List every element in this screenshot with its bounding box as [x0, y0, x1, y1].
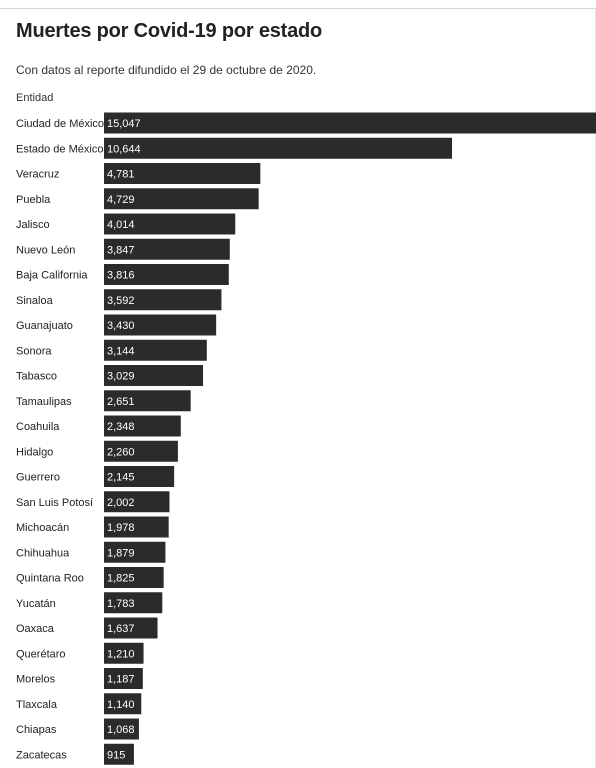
- value-label: 1,825: [107, 573, 135, 585]
- value-label: 1,783: [107, 598, 135, 610]
- value-label: 3,029: [107, 371, 135, 383]
- value-label: 1,187: [107, 674, 135, 686]
- value-label: 1,637: [107, 623, 135, 635]
- value-label: 4,729: [107, 194, 135, 206]
- value-label: 4,014: [107, 219, 135, 231]
- bar[interactable]: [104, 668, 143, 689]
- value-label: 3,430: [107, 320, 135, 332]
- category-label: Querétaro: [16, 648, 66, 660]
- value-label: 1,210: [107, 648, 135, 660]
- category-label: Sinaloa: [16, 295, 54, 307]
- category-label: Ciudad de México: [16, 118, 104, 130]
- bar[interactable]: [104, 743, 134, 765]
- category-label: Yucatán: [16, 598, 56, 610]
- bar[interactable]: [104, 466, 175, 487]
- value-label: 15,047: [107, 118, 141, 130]
- chart-title: Muertes por Covid-19 por estado: [16, 20, 323, 42]
- category-label: Zacatecas: [16, 749, 67, 761]
- category-label: Hidalgo: [16, 446, 53, 458]
- bar[interactable]: [104, 617, 158, 639]
- bar[interactable]: [104, 718, 139, 740]
- chart-subtitle: Con datos al reporte difundido el 29 de …: [16, 63, 317, 77]
- category-label: Oaxaca: [16, 623, 55, 635]
- category-label: Jalisco: [16, 219, 50, 231]
- value-label: 1,978: [107, 522, 135, 534]
- bar[interactable]: [104, 112, 596, 134]
- value-label: 2,145: [107, 472, 135, 484]
- value-label: 1,068: [107, 724, 135, 736]
- category-label: Baja California: [16, 270, 88, 282]
- value-label: 2,348: [107, 421, 135, 433]
- value-label: 3,592: [107, 295, 135, 307]
- bar[interactable]: [104, 415, 181, 437]
- bar[interactable]: [104, 541, 166, 563]
- value-label: 2,260: [107, 446, 135, 458]
- bar[interactable]: [104, 567, 164, 588]
- value-label: 10,644: [107, 143, 141, 155]
- bar[interactable]: [104, 592, 163, 614]
- bar[interactable]: [104, 314, 217, 336]
- value-label: 4,781: [107, 169, 135, 181]
- bar[interactable]: [104, 390, 191, 412]
- value-label: 1,140: [107, 699, 135, 711]
- category-label: Coahuila: [16, 421, 60, 433]
- value-label: 3,816: [107, 270, 135, 282]
- category-label: Estado de México: [16, 143, 103, 155]
- bar[interactable]: [104, 693, 142, 715]
- value-label: 2,002: [107, 497, 135, 509]
- category-label: Morelos: [16, 674, 56, 686]
- category-label: Tlaxcala: [16, 699, 58, 711]
- category-label: Tabasco: [16, 371, 57, 383]
- value-label: 3,144: [107, 345, 135, 357]
- value-label: 1,879: [107, 547, 135, 559]
- frame-top-border: [0, 8, 596, 9]
- category-label: Veracruz: [16, 169, 59, 181]
- bar[interactable]: [104, 213, 236, 235]
- bar[interactable]: [104, 188, 259, 210]
- bar[interactable]: [104, 642, 144, 664]
- bar[interactable]: [104, 516, 169, 538]
- value-label: 3,847: [107, 244, 135, 256]
- category-label: Guerrero: [16, 472, 60, 484]
- category-label: San Luis Potosí: [16, 497, 93, 509]
- category-label: Tamaulipas: [16, 396, 72, 408]
- bar[interactable]: [104, 365, 204, 386]
- category-label: Quintana Roo: [16, 573, 84, 585]
- bar[interactable]: [104, 238, 230, 260]
- bar[interactable]: [104, 137, 453, 159]
- value-label: 2,651: [107, 396, 135, 408]
- value-label: 915: [107, 749, 125, 761]
- category-label: Chiapas: [16, 724, 57, 736]
- category-label: Sonora: [16, 345, 52, 357]
- category-label: Puebla: [16, 194, 51, 206]
- category-label: Nuevo León: [16, 244, 75, 256]
- category-axis-title: Entidad: [16, 92, 54, 104]
- bar[interactable]: [104, 163, 261, 184]
- category-label: Michoacán: [16, 522, 69, 534]
- bar[interactable]: [104, 289, 222, 311]
- bar[interactable]: [104, 339, 207, 361]
- category-label: Guanajuato: [16, 320, 73, 332]
- bar[interactable]: [104, 264, 229, 285]
- bar[interactable]: [104, 440, 178, 462]
- bar[interactable]: [104, 491, 170, 513]
- category-label: Chihuahua: [16, 547, 70, 559]
